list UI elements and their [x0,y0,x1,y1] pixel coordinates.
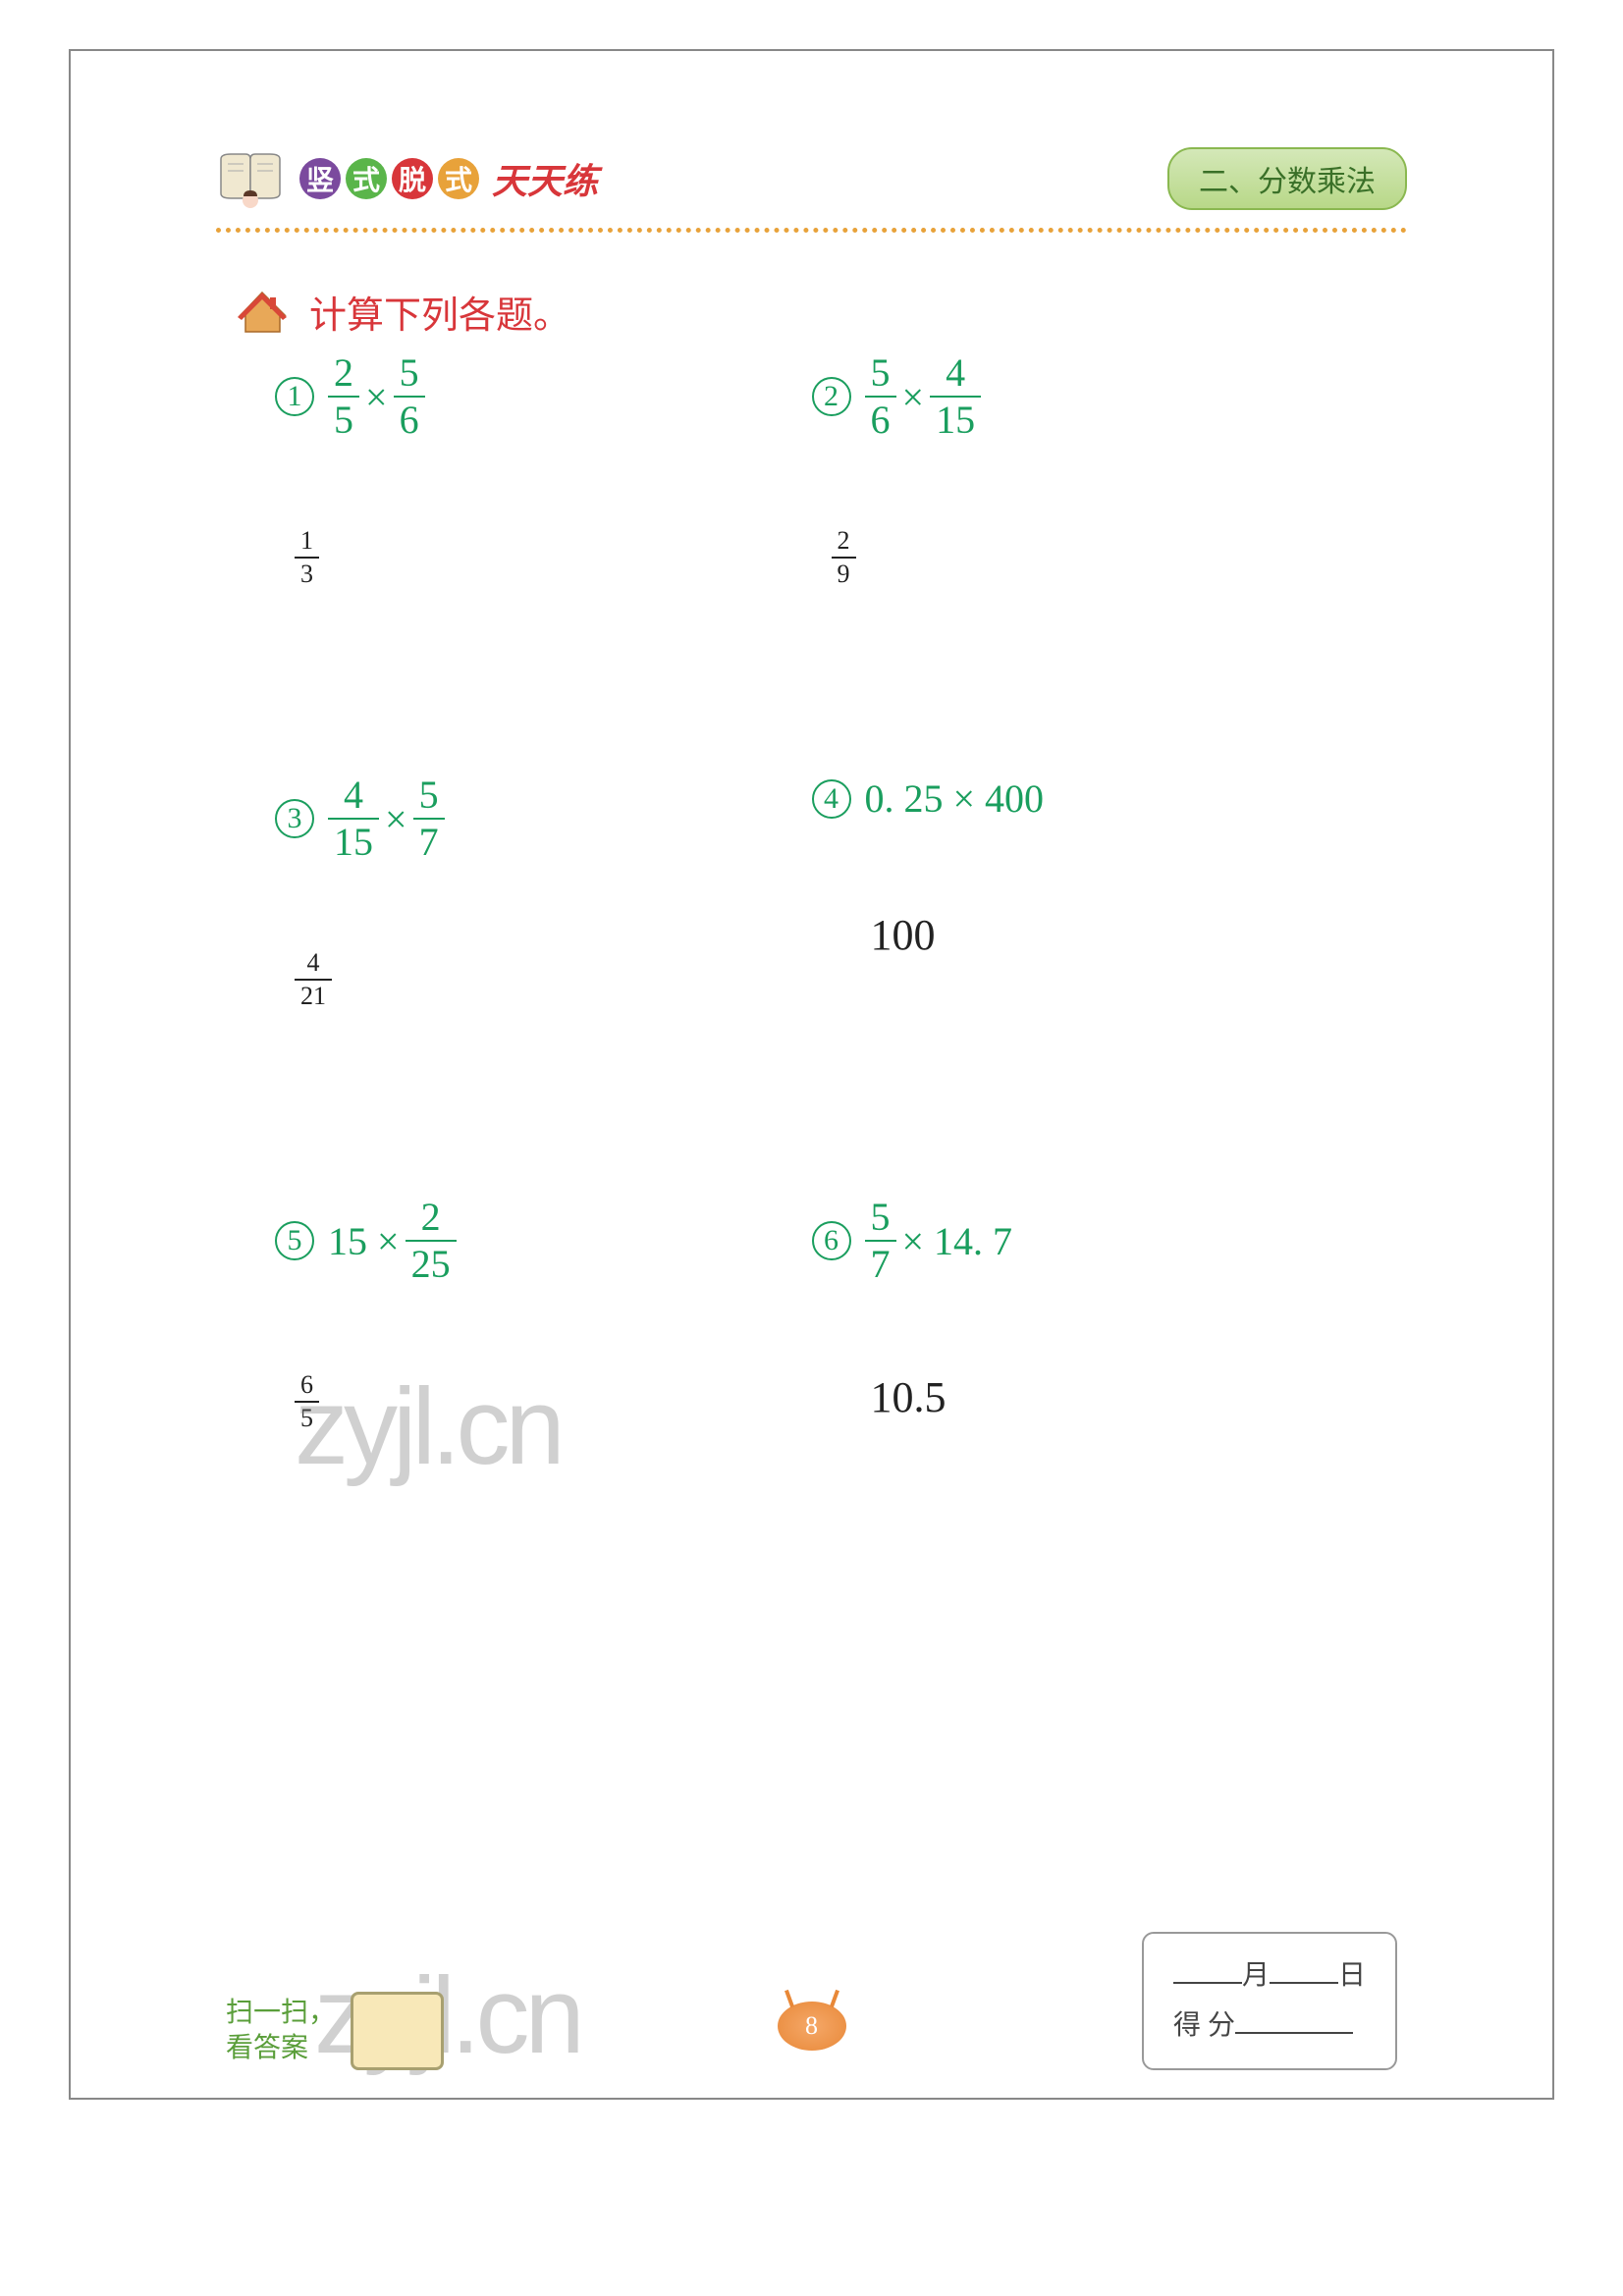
footer: 扫一扫， 看答案 月日 得 分 [226,1932,1397,2070]
problem-expression: 125 × 56 [275,353,812,440]
problem-row: 125 × 56 13 256 × 415 29 [275,353,1348,726]
problems-area: 125 × 5613256 × 415293415 × 574214 0. 25… [275,353,1348,1620]
problem-cell-2: 256 × 415 29 [812,353,1349,726]
dotted-divider [216,228,1407,233]
problem-expression: 4 0. 25 × 400 [812,775,1349,822]
problem-row: 5 15 × 225656 57 × 14. 710.5 [275,1198,1348,1571]
score-row: 得 分 [1173,2002,1366,2051]
problem-number: 3 [275,799,314,838]
problem-expression: 5 15 × 225 [275,1198,812,1284]
problem-cell-1: 125 × 56 13 [275,353,812,726]
problem-row: 3415 × 57 421 4 0. 25 × 400 100 [275,775,1348,1148]
problem-answer: 421 [295,950,812,1009]
problem-answer: 13 [295,528,812,587]
house-icon [236,288,290,337]
badge-3: 脱 [392,158,433,199]
day-label: 日 [1338,1960,1366,1991]
problem-number: 2 [812,377,851,416]
scan-text: 扫一扫， 看答案 [226,1996,336,2067]
problem-expression: 256 × 415 [812,353,1349,440]
header: 竖 式 脱 式 天天练 二、分数乘法 [216,147,1407,210]
problem-answer: 29 [832,528,1349,587]
scan-line2: 看答案 [226,2031,336,2066]
header-left: 竖 式 脱 式 天天练 [216,149,598,208]
month-label: 月 [1242,1960,1270,1991]
scan-area: 扫一扫， 看答案 [226,1992,444,2070]
score-label: 得 分 [1173,2010,1235,2041]
problem-cell-3: 3415 × 57 421 [275,775,812,1148]
day-blank[interactable] [1270,1964,1338,1984]
score-blank[interactable] [1235,2014,1353,2034]
badge-1: 竖 [299,158,341,199]
problem-answer: 65 [295,1372,812,1431]
problem-cell-5: 5 15 × 225 65 [275,1198,812,1571]
problem-number: 5 [275,1221,314,1260]
problem-number: 1 [275,377,314,416]
instruction-text: 计算下列各题。 [309,285,570,339]
problem-answer: 10.5 [871,1372,1349,1422]
problem-number: 6 [812,1221,851,1260]
problem-number: 4 [812,779,851,819]
badge-4: 式 [438,158,479,199]
scan-line1: 扫一扫， [226,1996,336,2031]
chapter-badge: 二、分数乘法 [1167,147,1407,210]
problem-answer: 100 [871,910,1349,960]
date-row: 月日 [1173,1951,1366,2001]
book-icon [216,149,285,208]
score-box: 月日 得 分 [1142,1932,1397,2070]
badge-2: 式 [346,158,387,199]
problem-expression: 6 57 × 14. 7 [812,1198,1349,1284]
instruction-row: 计算下列各题。 [236,285,570,339]
qr-placeholder [351,1992,444,2070]
title-suffix: 天天练 [492,153,598,204]
problem-cell-6: 6 57 × 14. 7 10.5 [812,1198,1349,1571]
title-badges: 竖 式 脱 式 天天练 [299,153,598,204]
problem-expression: 3415 × 57 [275,775,812,862]
problem-cell-4: 4 0. 25 × 400 100 [812,775,1349,1148]
month-blank[interactable] [1173,1964,1242,1984]
